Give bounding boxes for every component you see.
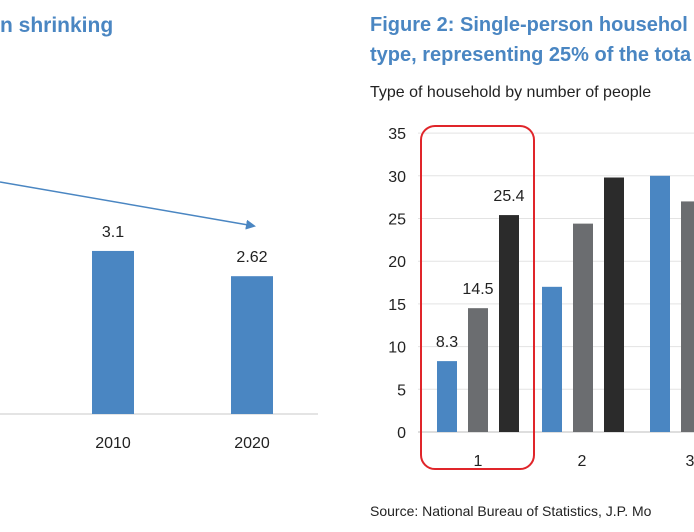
right-x-tick-1: 1	[474, 453, 483, 470]
right-y-tick-35: 35	[388, 126, 406, 143]
right-chart-title-line-1: Figure 2: Single-person househol	[370, 14, 688, 36]
left-x-tick-2010: 2010	[95, 435, 131, 452]
right-y-tick-20: 20	[388, 254, 406, 271]
left-bar-2020	[231, 276, 273, 414]
right-data-label-series-1: 8.3	[436, 334, 458, 351]
left-x-tick-2020: 2020	[234, 435, 270, 452]
right-bar-cat2-series-1	[542, 286, 562, 432]
right-chart: 0 5 10 15 20 25 30 35 8.3 14.5 25.4 1 2 3	[388, 125, 694, 470]
right-y-tick-0: 0	[397, 425, 406, 442]
right-x-tick-3: 3	[686, 453, 694, 470]
right-chart-title-line-2: type, representing 25% of the tota	[370, 44, 692, 66]
right-y-tick-15: 15	[388, 297, 406, 314]
right-data-label-series-2: 14.5	[462, 281, 493, 298]
right-bar-cat1-series-1	[437, 361, 457, 432]
right-bar-cat2-series-2	[573, 223, 593, 432]
right-bar-cat3-series-1	[650, 175, 670, 433]
right-chart-subtitle: Type of household by number of people	[370, 84, 652, 101]
left-data-label-2010: 3.1	[102, 224, 124, 241]
source-note: Source: National Bureau of Statistics, J…	[370, 503, 652, 519]
right-x-tick-2: 2	[578, 453, 587, 470]
left-chart: 3.1 2010 2.62 2020	[0, 181, 318, 452]
left-bar-2010	[92, 250, 134, 414]
right-data-label-series-3: 25.4	[493, 188, 524, 205]
right-bar-cat1-series-2	[468, 308, 488, 432]
right-y-tick-10: 10	[388, 340, 406, 357]
right-bar-cat1-series-3	[499, 215, 519, 432]
highlight-box	[420, 125, 535, 470]
left-data-label-2020: 2.62	[236, 249, 267, 266]
right-bar-cat2-series-3	[604, 177, 624, 432]
trend-arrow	[0, 181, 256, 230]
right-bar-cat3-series-2	[681, 201, 694, 432]
right-y-tick-5: 5	[397, 382, 406, 399]
right-y-tick-30: 30	[388, 169, 406, 186]
left-chart-title: n shrinking	[0, 14, 114, 37]
right-y-tick-25: 25	[388, 212, 406, 229]
